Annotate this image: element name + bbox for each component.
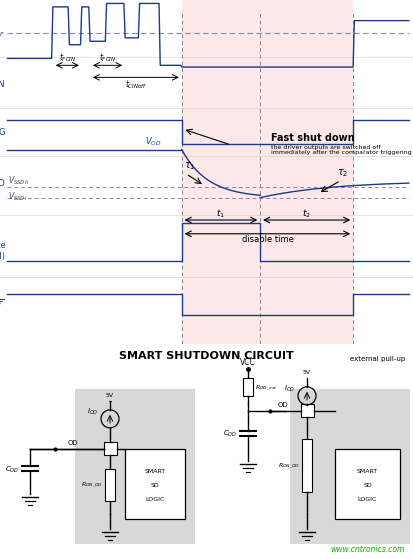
Text: $I_{OD}$: $I_{OD}$ (284, 384, 295, 394)
Text: 5V: 5V (303, 370, 311, 375)
Text: 5V: 5V (106, 393, 114, 398)
Bar (75, 389, 195, 544)
Text: $\tau_1$: $\tau_1$ (184, 160, 195, 172)
Text: $R_{ON\_OD}$: $R_{ON\_OD}$ (278, 461, 300, 470)
Text: $I_{OD}$: $I_{OD}$ (87, 407, 98, 417)
Text: disable time: disable time (242, 235, 294, 244)
Bar (105, 468, 115, 501)
Text: SD: SD (363, 484, 372, 489)
Text: $\tau_2$: $\tau_2$ (337, 167, 348, 179)
Text: $V_{OD}$: $V_{OD}$ (145, 135, 161, 148)
Bar (290, 389, 410, 544)
Text: $C_{OD}$: $C_{OD}$ (5, 465, 19, 475)
Text: $t_{FCIN}$: $t_{FCIN}$ (59, 51, 76, 64)
Bar (301, 404, 313, 418)
Text: external pull-up: external pull-up (350, 356, 405, 362)
Text: $\overline{FAULT}$: $\overline{FAULT}$ (0, 297, 5, 311)
Text: $t_{CINoff}$: $t_{CINoff}$ (125, 79, 147, 91)
Text: $V_{REF}$: $V_{REF}$ (0, 26, 5, 39)
Bar (104, 442, 116, 456)
Text: $t_2$: $t_2$ (302, 207, 311, 220)
Bar (125, 449, 185, 519)
Text: www.cntronics.com: www.cntronics.com (331, 545, 405, 554)
Text: $R_{ON\_OD}$: $R_{ON\_OD}$ (81, 480, 103, 489)
Text: VCC: VCC (240, 358, 256, 367)
Text: the driver outputs are switched off: the driver outputs are switched off (271, 145, 380, 150)
Text: LOGIC: LOGIC (145, 498, 165, 503)
Text: $t_{FCIN}$: $t_{FCIN}$ (99, 51, 116, 64)
Bar (335, 449, 400, 519)
Text: $V_{SSDh}$: $V_{SSDh}$ (8, 174, 29, 187)
Text: $t_1$: $t_1$ (216, 207, 225, 220)
Text: LOGIC: LOGIC (358, 498, 377, 503)
Text: $V_{SSDl}$: $V_{SSDl}$ (8, 191, 27, 203)
Text: CIN: CIN (0, 80, 5, 89)
Bar (182, 0, 353, 344)
Text: OD: OD (278, 402, 289, 408)
Text: OD gate
(internal): OD gate (internal) (0, 241, 5, 260)
Text: OD: OD (67, 440, 78, 446)
Text: immediately after the comparator triggering: immediately after the comparator trigger… (271, 150, 411, 155)
Text: LVG/HVG: LVG/HVG (0, 128, 5, 137)
Text: SMART SHUTDOWN CIRCUIT: SMART SHUTDOWN CIRCUIT (119, 351, 293, 361)
Text: SD: SD (151, 484, 159, 489)
Text: $C_{OD}$: $C_{OD}$ (223, 429, 237, 439)
Text: OD: OD (0, 179, 5, 188)
Bar (302, 439, 312, 492)
Text: $R_{OD\_ext}$: $R_{OD\_ext}$ (255, 383, 278, 392)
Text: Fast shut down: Fast shut down (271, 132, 354, 143)
Text: SMART: SMART (357, 470, 378, 475)
Text: SMART: SMART (145, 470, 166, 475)
Bar (243, 378, 253, 396)
